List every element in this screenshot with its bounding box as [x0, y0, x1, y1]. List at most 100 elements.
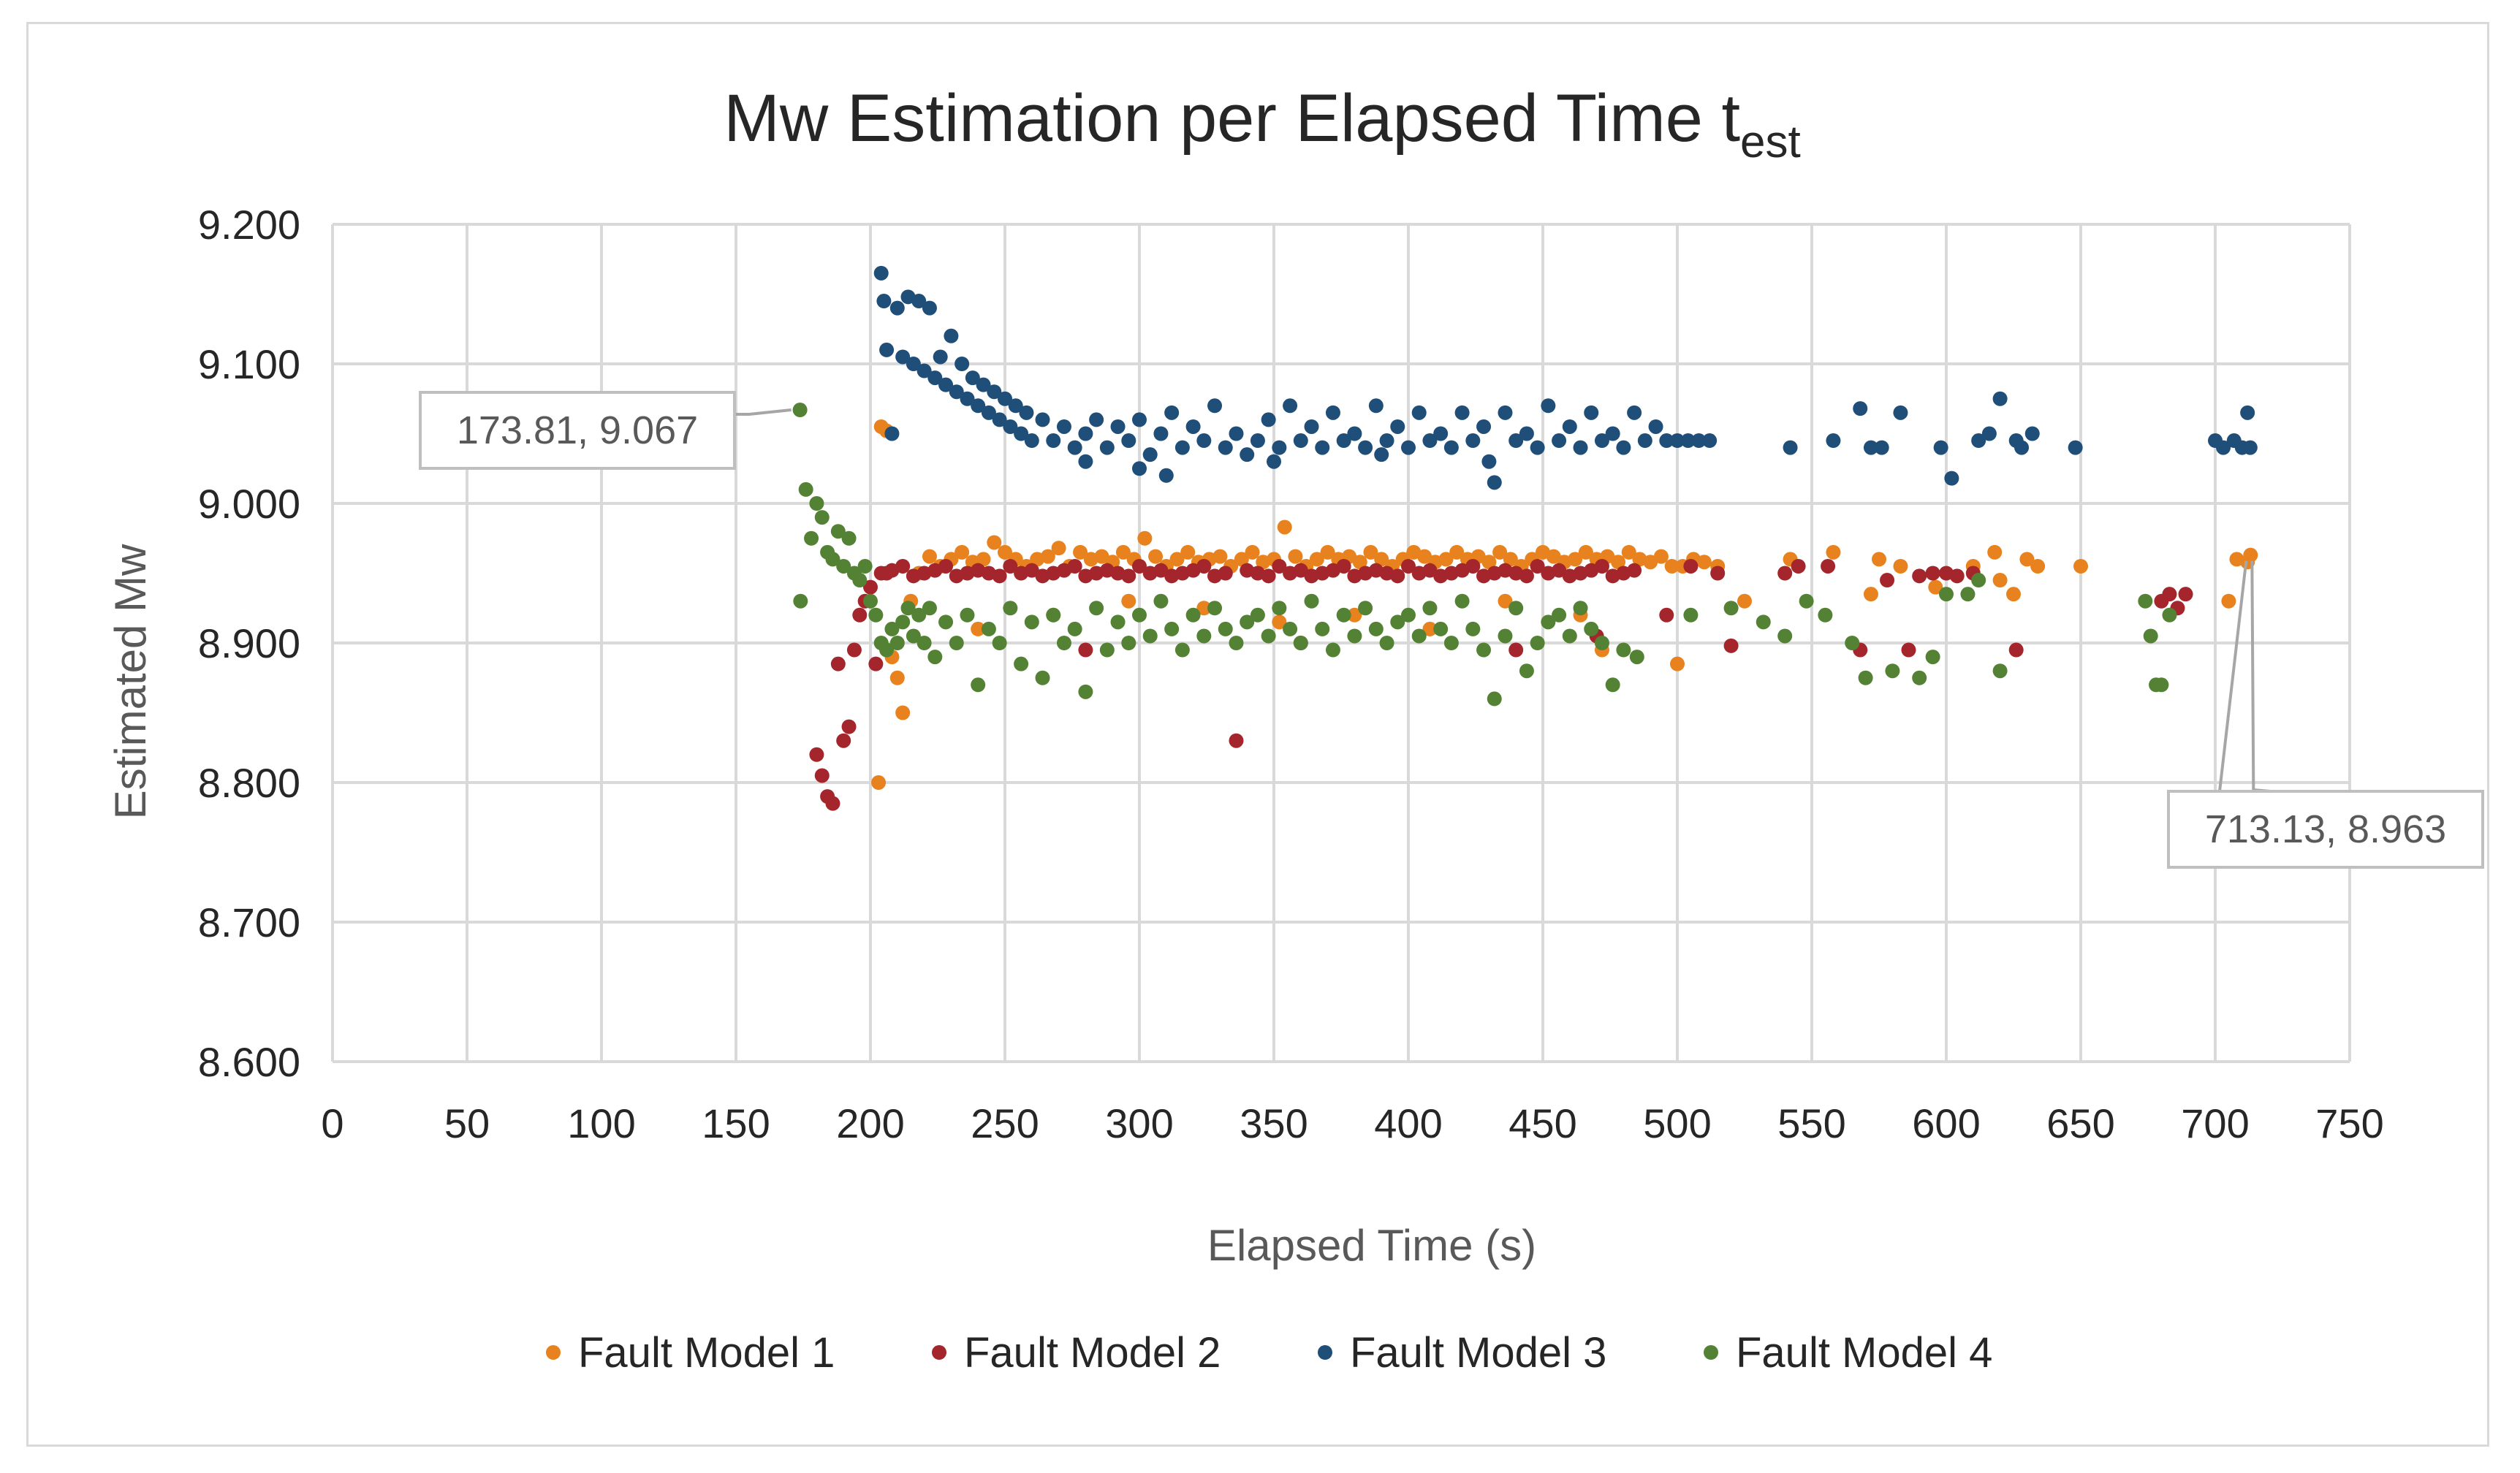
data-point — [933, 349, 948, 365]
data-point — [1476, 642, 1492, 658]
data-point — [2221, 593, 2236, 609]
data-point — [1132, 558, 1147, 574]
data-point — [1164, 621, 1180, 636]
data-point — [1347, 607, 1362, 623]
data-point — [1659, 433, 1674, 449]
data-point — [938, 614, 954, 630]
data-point — [1845, 636, 1860, 650]
data-point — [1325, 405, 1340, 420]
data-point — [830, 656, 846, 671]
data-point — [1443, 636, 1459, 650]
data-point — [949, 636, 964, 650]
chart-frame: Mw Estimation per Elapsed Time test 8.60… — [26, 22, 2489, 1447]
data-point — [1992, 573, 2008, 588]
data-point — [1336, 433, 1351, 449]
data-point — [2019, 552, 2035, 567]
legend-marker — [932, 1345, 946, 1360]
data-point — [955, 357, 970, 371]
data-point — [1014, 426, 1029, 441]
data-point — [825, 552, 840, 567]
data-point — [1261, 568, 1276, 584]
data-point — [1777, 628, 1793, 644]
data-point — [1443, 440, 1459, 455]
data-point — [1132, 461, 1147, 476]
grid-lines — [331, 223, 2351, 1063]
data-point — [1893, 558, 1908, 574]
data-point — [1616, 642, 1631, 658]
data-point — [846, 642, 862, 658]
scatter-points — [792, 265, 2258, 811]
data-point — [804, 530, 819, 546]
data-point — [1498, 593, 1513, 609]
data-point — [922, 549, 937, 564]
legend: Fault Model 1 Fault Model 2 Fault Model 3 F… — [546, 1329, 1992, 1377]
data-point — [1315, 621, 1330, 636]
data-point — [1078, 684, 1093, 699]
data-point — [944, 328, 959, 343]
y-tick-label: 8.600 — [198, 1039, 300, 1085]
data-point — [1756, 614, 1771, 630]
legend-marker — [1318, 1345, 1332, 1360]
data-point — [1880, 573, 1895, 588]
data-point — [1594, 433, 1609, 449]
data-point — [1503, 552, 1518, 567]
series-fault-model-1 — [871, 419, 2258, 790]
data-point — [1670, 433, 1685, 449]
data-point — [1352, 555, 1367, 570]
x-tick-label: 550 — [1777, 1100, 1845, 1146]
data-point — [1272, 601, 1287, 616]
data-point — [1594, 636, 1609, 650]
data-point — [949, 384, 964, 400]
data-point — [1530, 636, 1545, 650]
data-point — [1218, 440, 1233, 455]
data-point — [1683, 607, 1699, 623]
legend-label: Fault Model 1 — [578, 1329, 835, 1377]
data-point — [884, 426, 900, 441]
data-point — [1643, 555, 1658, 570]
callouts: 173.81, 9.067 713.13, 8.963 — [419, 391, 2484, 869]
data-point — [1089, 412, 1104, 427]
data-point — [1099, 642, 1115, 658]
data-point — [1196, 558, 1212, 574]
data-point — [1207, 398, 1223, 414]
chart-svg: Mw Estimation per Elapsed Time test 8.60… — [106, 81, 2484, 1377]
data-point — [1939, 587, 1954, 602]
data-point — [2240, 405, 2255, 420]
data-point — [2024, 426, 2040, 441]
data-point — [1783, 440, 1798, 455]
data-point — [879, 342, 895, 357]
data-point — [1584, 621, 1599, 636]
data-point — [1110, 419, 1126, 434]
data-point — [1481, 555, 1497, 570]
data-point — [1374, 552, 1389, 567]
legend-marker — [546, 1345, 561, 1360]
series-fault-model-2 — [809, 558, 2193, 811]
data-point — [889, 670, 905, 685]
data-point — [863, 593, 878, 609]
data-point — [1056, 419, 1071, 434]
callout-leader-1 — [735, 408, 792, 416]
data-point — [1465, 558, 1481, 574]
data-point — [1164, 405, 1180, 420]
data-point — [852, 573, 868, 588]
data-point — [1901, 642, 1916, 658]
data-point — [1737, 593, 1752, 609]
data-point — [1594, 558, 1609, 574]
data-point — [1078, 642, 1093, 658]
data-point — [992, 636, 1007, 650]
data-point — [971, 677, 986, 693]
data-point — [873, 265, 889, 281]
data-point — [1212, 549, 1228, 564]
data-point — [922, 601, 937, 616]
data-point — [1893, 405, 1908, 420]
data-point — [1153, 593, 1169, 609]
data-point — [1987, 544, 2003, 560]
data-point — [876, 294, 892, 309]
data-point — [1777, 566, 1793, 581]
data-point — [1508, 433, 1524, 449]
data-point — [960, 391, 975, 406]
data-point — [1073, 544, 1088, 560]
data-point — [1508, 601, 1524, 616]
data-point — [1648, 419, 1663, 434]
data-point — [814, 768, 830, 783]
